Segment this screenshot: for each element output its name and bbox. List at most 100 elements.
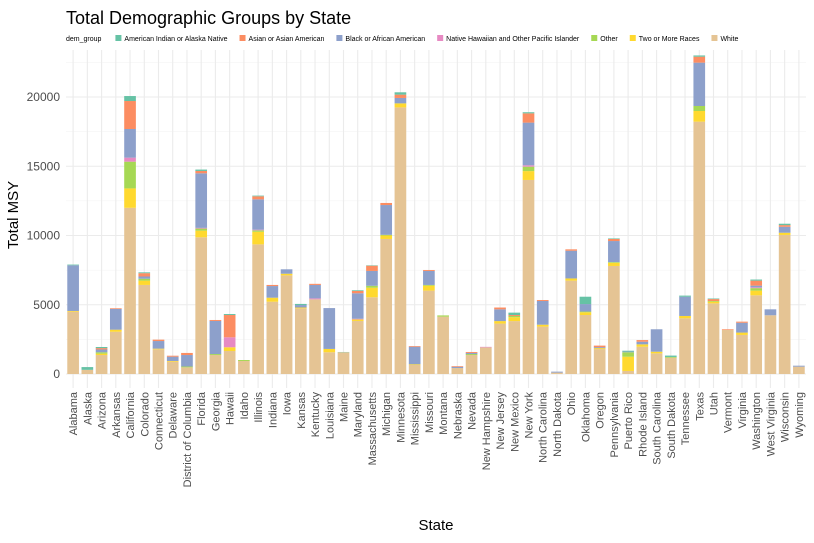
bar-segment [736, 332, 748, 335]
bar-segment [223, 351, 236, 374]
bars [67, 55, 805, 374]
bar-segment [465, 354, 478, 356]
bar-segment [223, 337, 236, 348]
bar-segment [579, 314, 592, 374]
bar-segment [579, 312, 592, 315]
bar-segment [750, 279, 763, 281]
bar-segment [736, 322, 748, 333]
bar-segment [195, 170, 208, 174]
bar-segment [750, 290, 763, 296]
legend-label: Black or African American [345, 36, 425, 43]
x-tick-label: Georgia [210, 391, 222, 431]
bar-segment [778, 226, 791, 233]
bar-segment [294, 308, 307, 374]
bar-segment [309, 283, 321, 285]
bar-segment [95, 352, 108, 354]
bar-segment [479, 346, 492, 348]
bar-segment [565, 249, 578, 251]
bar-segment [778, 234, 791, 374]
bar-segment [679, 318, 691, 374]
bar-segment [323, 352, 336, 374]
y-tick-labels: 0 5000 10000 15000 20000 [27, 90, 61, 381]
bar-segment [294, 307, 307, 309]
x-tick-label: Louisiana [324, 391, 336, 439]
bar-segment [152, 341, 165, 349]
bar-segment [252, 244, 264, 374]
bar-segment [608, 262, 620, 266]
bar-segment [309, 299, 321, 374]
bar-segment [124, 207, 136, 374]
bar-segment [707, 301, 720, 302]
bar-segment [622, 350, 634, 352]
x-tick-label: South Dakota [666, 391, 678, 459]
bar-segment [209, 354, 222, 356]
bar-segment [309, 298, 321, 300]
bar-segment [181, 355, 193, 367]
bar-segment [223, 347, 236, 352]
bar-segment [423, 270, 435, 285]
bar-segment [494, 321, 506, 324]
bar-segment [109, 308, 122, 330]
bar-segment [351, 290, 364, 294]
bar-segment [67, 265, 79, 311]
bar-segment [636, 344, 649, 347]
bar-segment [736, 334, 748, 374]
bar-segment [778, 232, 791, 235]
x-tick-label: Oklahoma [580, 391, 592, 442]
legend-key [711, 35, 718, 41]
legend-title: dem_group [66, 36, 102, 43]
bar-segment [721, 329, 734, 330]
bar-segment [394, 97, 407, 104]
x-axis-title: State [418, 517, 453, 534]
bar-segment [693, 62, 706, 107]
bar-segment [252, 230, 264, 232]
x-tick-label: Oregon [595, 392, 607, 429]
bar-segment [423, 285, 435, 291]
x-tick-label: Virginia [737, 391, 749, 428]
bar-segment [195, 169, 208, 171]
bar-segment [522, 171, 535, 180]
bar-segment [109, 331, 122, 374]
bar-segment [138, 280, 151, 285]
bar-segment [579, 311, 592, 313]
x-tick-label: Kansas [296, 392, 308, 429]
bar-segment [679, 296, 691, 316]
chart-title: Total Demographic Groups by State [66, 8, 351, 28]
x-tick-label: Rhode Island [637, 392, 649, 457]
x-tick-label: Pennsylvania [609, 391, 621, 457]
bar-segment [95, 349, 108, 353]
bar-segment [380, 238, 393, 374]
x-tick-label: Texas [694, 392, 706, 421]
bar-segment [522, 179, 535, 374]
bar-segment [593, 347, 606, 349]
bar-segment [423, 290, 435, 374]
bar-segment [195, 228, 208, 231]
bar-segment [124, 188, 136, 208]
x-tick-label: Tennessee [680, 392, 692, 445]
bar-segment [608, 265, 620, 374]
bar-segment [536, 301, 549, 325]
bar-segment [266, 286, 279, 298]
bar-segment [238, 360, 250, 361]
bar-segment [67, 310, 79, 312]
bar-segment [608, 238, 620, 242]
bar-segment [693, 110, 706, 122]
bar-segment [124, 128, 136, 158]
bar-segment [309, 284, 321, 299]
bar-segment [209, 355, 222, 374]
bar-segment [650, 353, 663, 374]
bar-segment [266, 284, 279, 287]
bar-segment [579, 304, 592, 312]
bar-segment [109, 329, 122, 332]
bar-segment [81, 369, 94, 374]
bar-segment [437, 315, 449, 317]
bar-segment [664, 357, 677, 374]
bar-segment [793, 365, 805, 367]
bar-segment [280, 275, 293, 374]
x-tick-label: Illinois [253, 392, 265, 423]
bar-segment [579, 296, 592, 305]
bar-segment [408, 364, 421, 374]
x-tick-label: Arkansas [111, 392, 123, 438]
bar-segment [707, 299, 720, 302]
